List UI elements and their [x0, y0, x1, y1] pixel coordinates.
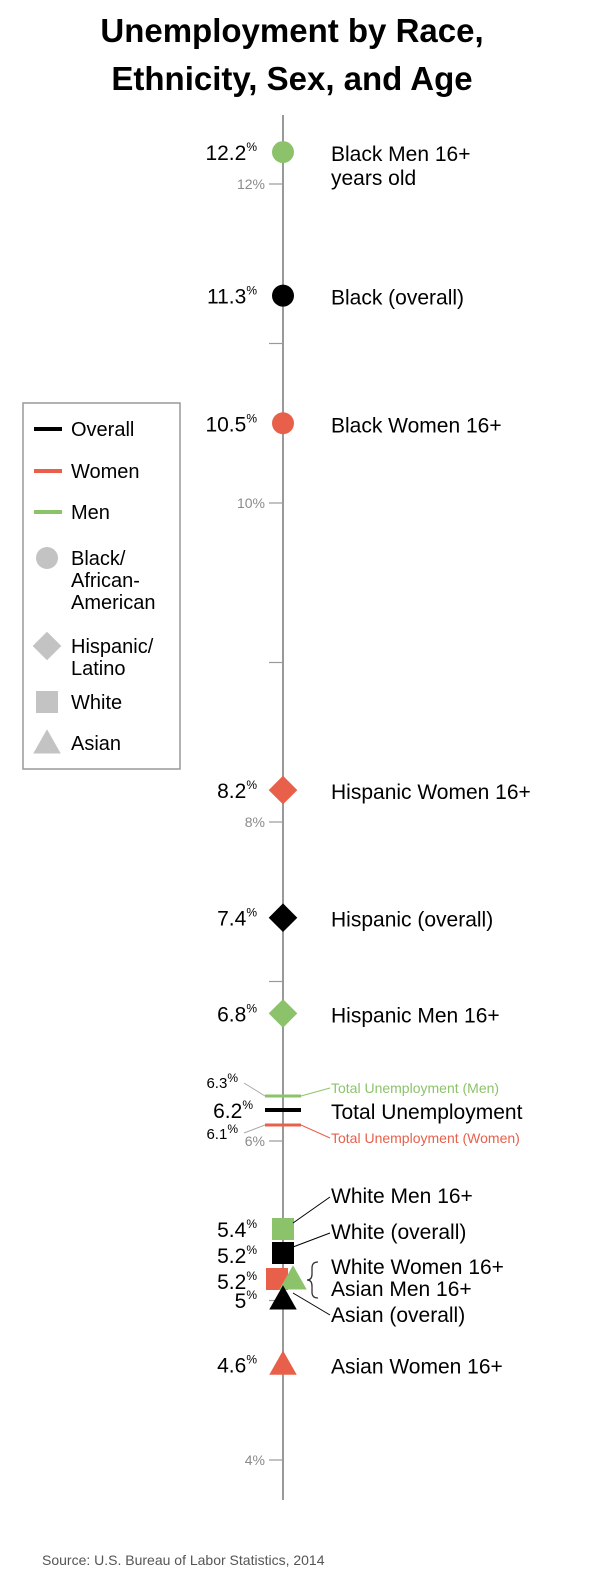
value-label-hispanic-women-16: 8.2%: [217, 778, 257, 803]
value-label-white-overall: 5.2%: [217, 1243, 257, 1268]
point-label-asian-women-16: Asian Women 16+: [331, 1355, 503, 1378]
percent-sign: %: [227, 1071, 238, 1085]
total-value-men: 6.3%: [206, 1071, 238, 1092]
point-label-white-men-16: White Men 16+: [331, 1185, 473, 1208]
point-label-white-women-16: White Women 16+: [331, 1256, 504, 1279]
legend-label-asian: Asian: [71, 733, 121, 755]
source-note: Source: U.S. Bureau of Labor Statistics,…: [42, 1552, 325, 1568]
legend-shape-triangle: [33, 729, 61, 754]
value-label-black-overall: 11.3%: [207, 284, 257, 309]
percent-sign: %: [246, 284, 257, 298]
data-point-hispanic-women-16: [268, 775, 298, 805]
total-value-women: 6.1%: [206, 1122, 238, 1143]
legend-shape-diamond: [32, 631, 62, 661]
value-label-hispanic-overall: 7.4%: [217, 906, 257, 931]
point-label-hispanic-men-16: Hispanic Men 16+: [331, 1004, 500, 1027]
value-label-white-men-16: 5.4%: [217, 1217, 257, 1242]
legend-label-black-african-american: Black/African-American: [71, 548, 155, 614]
legend: Overall Women Men Black/African-American His…: [22, 402, 181, 770]
axis-tick-label: 6%: [245, 1133, 265, 1149]
data-points: 12.2% Black Men 16+ years old 11.3% Black (o…: [205, 140, 530, 1378]
total-label-leader-men: [300, 1087, 331, 1097]
data-point-hispanic-men-16: [268, 999, 298, 1028]
percent-sign: %: [246, 906, 257, 920]
point-label-black-men-16-years-old: Black Men 16+ years old: [331, 143, 471, 190]
axis-tick-label: 8%: [245, 814, 265, 830]
data-point-black-men-16-years-old: [272, 141, 294, 164]
leader-line-white-overall: [292, 1232, 331, 1248]
point-label-asian-men-16: Asian Men 16+: [331, 1278, 472, 1301]
legend-label-men: Men: [71, 502, 110, 524]
legend-label-hispanic-latino: Hispanic/Latino: [71, 636, 154, 680]
legend-shape-square: [36, 691, 58, 713]
axis-tick-label: 10%: [237, 495, 265, 511]
percent-sign: %: [246, 1217, 257, 1231]
total-leader-men: [243, 1082, 266, 1097]
data-point-white-men-16: [272, 1218, 294, 1240]
percent-sign: %: [227, 1122, 238, 1136]
data-point-black-overall: [272, 284, 294, 307]
percent-sign: %: [246, 140, 257, 154]
point-label-hispanic-overall: Hispanic (overall): [331, 909, 493, 932]
axis-ticks: 12% 10% 8% 6% 4%: [237, 176, 283, 1468]
point-label-white-overall: White (overall): [331, 1221, 466, 1244]
chart-title-line-1: Unemployment by Race,: [100, 12, 483, 49]
point-label-black-women-16: Black Women 16+: [331, 414, 502, 437]
point-label-hispanic-women-16: Hispanic Women 16+: [331, 781, 531, 804]
percent-sign: %: [246, 1269, 257, 1283]
value-label-black-women-16: 10.5%: [205, 411, 257, 436]
percent-sign: %: [246, 1352, 257, 1366]
data-point-asian-women-16: [269, 1350, 297, 1375]
bracket-white-women-asian-men: [306, 1261, 319, 1299]
value-label-asian-overall: 5%: [235, 1288, 258, 1313]
total-label-men: Total Unemployment (Men): [331, 1080, 499, 1096]
percent-sign: %: [246, 778, 257, 792]
value-label-black-men-16-years-old: 12.2%: [205, 140, 257, 165]
legend-label-white: White: [71, 692, 122, 714]
legend-label-women: Women: [71, 461, 140, 483]
point-label-asian-overall: Asian (overall): [331, 1304, 465, 1327]
total-label-overall: Total Unemployment: [331, 1101, 523, 1124]
total-value-overall: 6.2%: [213, 1098, 253, 1123]
value-label-hispanic-men-16: 6.8%: [217, 1001, 257, 1026]
percent-sign: %: [246, 1288, 257, 1302]
leader-line-white-men-16: [292, 1196, 331, 1224]
percent-sign: %: [246, 1243, 257, 1257]
data-point-hispanic-overall: [268, 903, 298, 932]
axis-tick-label: 4%: [245, 1452, 265, 1468]
leader-line-asian-overall: [292, 1292, 331, 1316]
chart-title-line-2: Ethnicity, Sex, and Age: [111, 60, 472, 97]
percent-sign: %: [246, 1001, 257, 1015]
axis-tick-label: 12%: [237, 176, 265, 192]
total-label-leader-women: [300, 1124, 331, 1139]
data-point-black-women-16: [272, 412, 294, 435]
legend-label-overall: Overall: [71, 419, 134, 441]
percent-sign: %: [242, 1098, 253, 1112]
value-label-asian-women-16: 4.6%: [217, 1352, 257, 1377]
data-point-white-overall: [272, 1242, 294, 1264]
total-leader-women: [243, 1124, 266, 1134]
point-label-black-overall: Black (overall): [331, 287, 464, 310]
percent-sign: %: [246, 411, 257, 425]
data-point-asian-overall: [269, 1285, 297, 1310]
legend-shape-circle: [36, 547, 58, 569]
data-point-asian-men-16: [279, 1265, 307, 1290]
total-label-women: Total Unemployment (Women): [331, 1130, 520, 1146]
